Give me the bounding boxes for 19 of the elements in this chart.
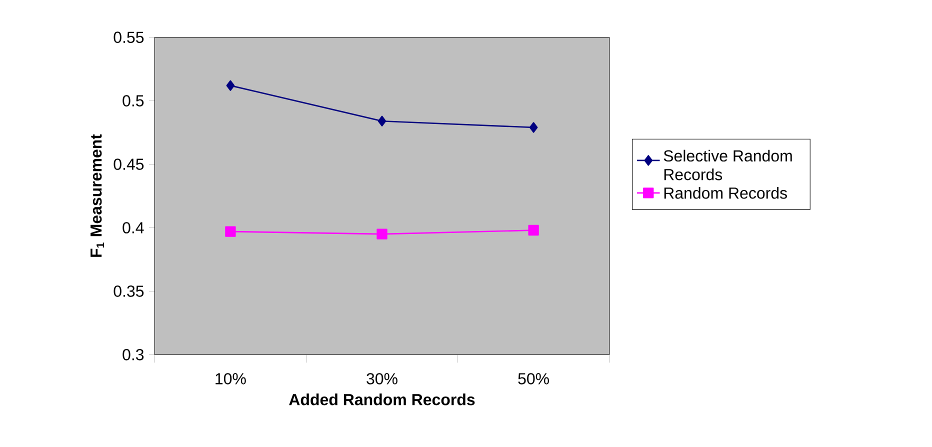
y-tick-label: 0.3 — [122, 349, 144, 360]
point — [529, 122, 538, 133]
x-tick-label: 30% — [366, 373, 398, 385]
point — [378, 116, 386, 127]
y-tick-label: 0.55 — [114, 32, 144, 44]
x-axis-title: Added Random Records — [289, 394, 475, 406]
y-tick-label: 0.35 — [114, 286, 144, 298]
y-tick-label: 0.45 — [114, 158, 144, 170]
y-tick-label: 0.4 — [122, 222, 144, 234]
y-tick-label: 0.5 — [122, 95, 144, 107]
point — [225, 226, 236, 238]
point — [528, 225, 539, 236]
x-tick-label: 10% — [216, 373, 246, 385]
x-tick-label: 50% — [518, 373, 549, 385]
point — [376, 228, 388, 240]
point — [226, 80, 235, 92]
legend-label: Random Records — [664, 187, 787, 199]
legend-label: Selective Random Records — [664, 150, 792, 180]
y-axis-title: F$_{1}$ Measurement — [90, 134, 104, 258]
